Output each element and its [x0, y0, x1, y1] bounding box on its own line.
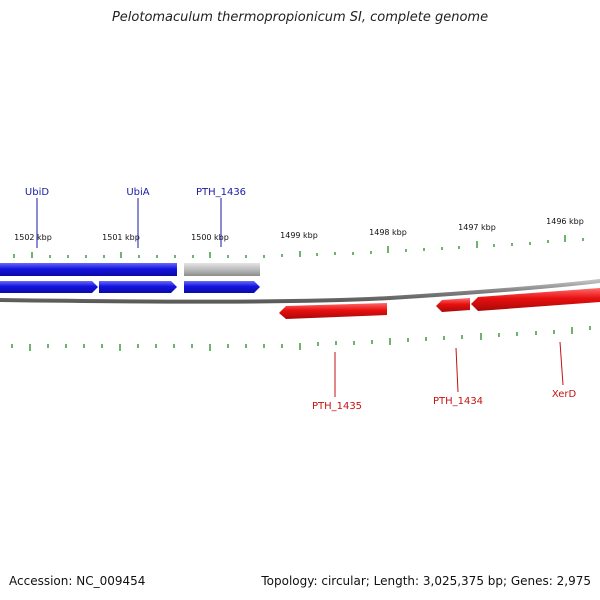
gene-block-ubid-ubia[interactable]	[0, 263, 177, 276]
gene-block-grey[interactable]	[184, 263, 260, 276]
genome-summary-text: Topology: circular; Length: 3,025,375 bp…	[261, 574, 591, 588]
forward-strand-top	[0, 263, 260, 276]
outer-tick-row	[13, 235, 584, 258]
ruler-label-1498: 1498 kbp	[369, 228, 407, 237]
ruler-label-1500: 1500 kbp	[191, 233, 229, 242]
gene-arrow-ubid[interactable]	[0, 281, 98, 293]
genome-backbone	[0, 279, 600, 304]
gene-label-pth1435[interactable]: PTH_1435	[312, 401, 362, 412]
gene-label-pth1436[interactable]: PTH_1436	[196, 187, 246, 198]
gene-arrow-ubia[interactable]	[99, 281, 177, 293]
gene-arrow-xerd[interactable]	[471, 288, 600, 311]
inner-tick-row	[11, 326, 591, 351]
reverse-strand	[279, 288, 600, 319]
ruler-label-1501: 1501 kbp	[102, 233, 140, 242]
gene-arrow-pth1435[interactable]	[279, 303, 387, 319]
leader-pth1434	[455, 347, 459, 393]
gene-arrow-pth1436[interactable]	[184, 281, 260, 293]
leader-xerd	[559, 341, 564, 386]
gene-label-ubia[interactable]: UbiA	[126, 187, 149, 198]
map-title: Pelotomaculum thermopropionicum SI, comp…	[111, 10, 489, 25]
forward-strand-bottom	[0, 281, 260, 293]
accession-text: Accession: NC_009454	[9, 574, 146, 588]
gene-arrow-pth1434[interactable]	[436, 298, 470, 312]
gene-label-pth1434[interactable]: PTH_1434	[433, 396, 483, 407]
ruler-label-1497: 1497 kbp	[458, 223, 496, 232]
gene-label-ubid[interactable]: UbiD	[25, 187, 49, 198]
ruler-label-1496: 1496 kbp	[546, 217, 584, 226]
ruler-label-1499: 1499 kbp	[280, 231, 318, 240]
gene-label-xerd[interactable]: XerD	[552, 389, 577, 400]
ruler-label-1502: 1502 kbp	[14, 233, 52, 242]
